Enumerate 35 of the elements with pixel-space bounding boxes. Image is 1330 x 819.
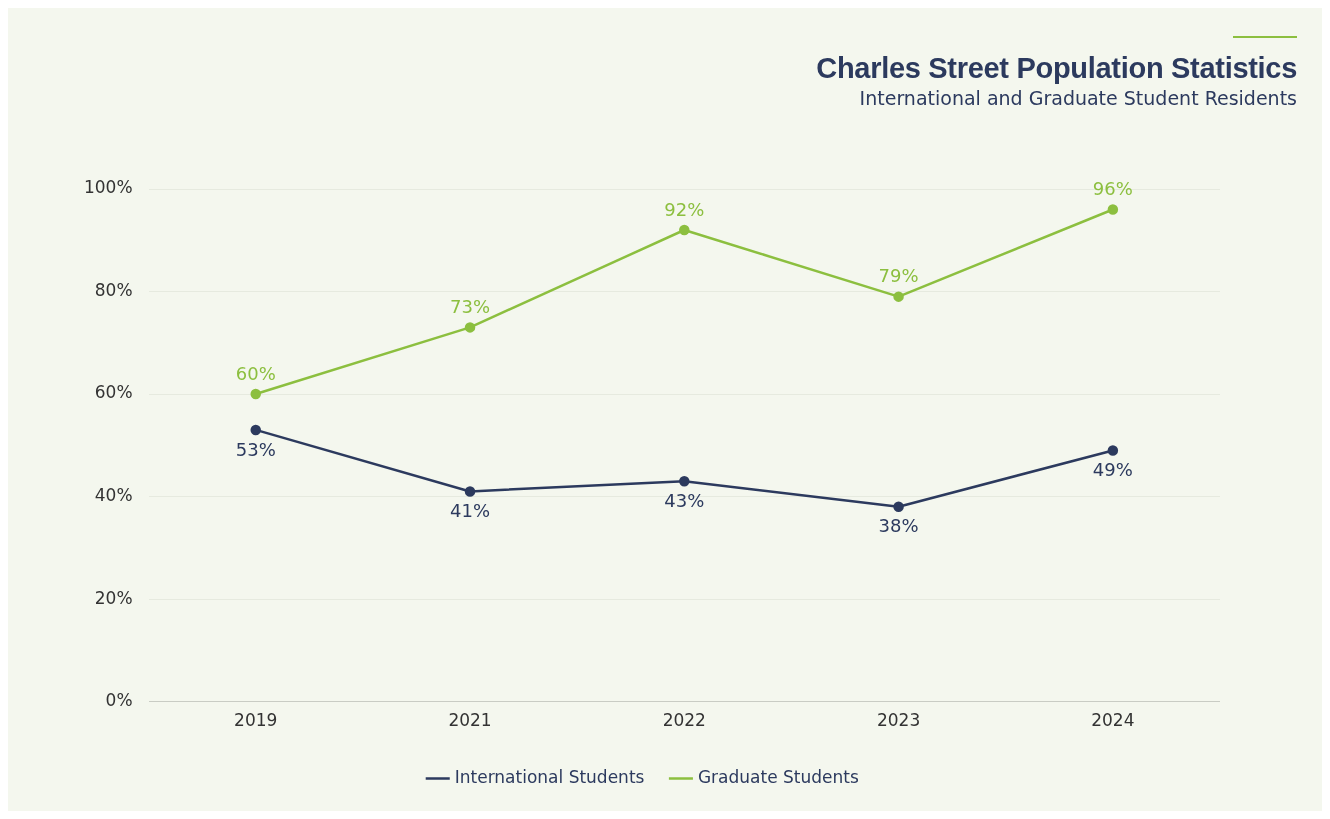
data-label: 38% — [878, 515, 919, 537]
x-tick-label: 2019 — [234, 710, 278, 731]
point — [893, 501, 904, 513]
y-tick-label: 60% — [94, 382, 133, 403]
point — [679, 475, 690, 487]
data-label: 73% — [450, 296, 491, 318]
y-tick-label: 0% — [105, 690, 133, 711]
point — [893, 291, 904, 302]
chart-subtitle: International and Graduate Student Residents — [858, 87, 1297, 109]
y-tick-label: 100% — [83, 177, 133, 198]
x-tick-label: 2023 — [876, 710, 921, 731]
data-label: 41% — [450, 500, 491, 522]
x-tick-label: 2021 — [448, 710, 492, 731]
point — [1107, 204, 1119, 215]
point — [250, 388, 261, 400]
point — [679, 224, 690, 236]
x-tick-label: 2024 — [1091, 710, 1135, 731]
data-label: 49% — [1092, 459, 1133, 481]
legend-label: International Students — [454, 766, 645, 787]
data-label: 96% — [1092, 178, 1133, 200]
point — [464, 322, 476, 333]
y-tick-label: 80% — [94, 279, 133, 300]
data-label: 43% — [664, 489, 705, 511]
point — [1107, 445, 1119, 456]
data-label: 60% — [235, 362, 276, 384]
data-label: 53% — [235, 438, 276, 460]
x-tick-label: 2022 — [662, 710, 706, 731]
point — [464, 486, 476, 497]
data-label: 79% — [878, 265, 919, 287]
chart-title: Charles Street Population Statistics — [816, 52, 1297, 85]
y-tick-label: 40% — [94, 484, 133, 505]
data-label: 92% — [664, 198, 705, 220]
y-tick-label: 20% — [94, 587, 133, 608]
legend-label: Graduate Students — [697, 766, 859, 787]
point — [250, 424, 261, 436]
